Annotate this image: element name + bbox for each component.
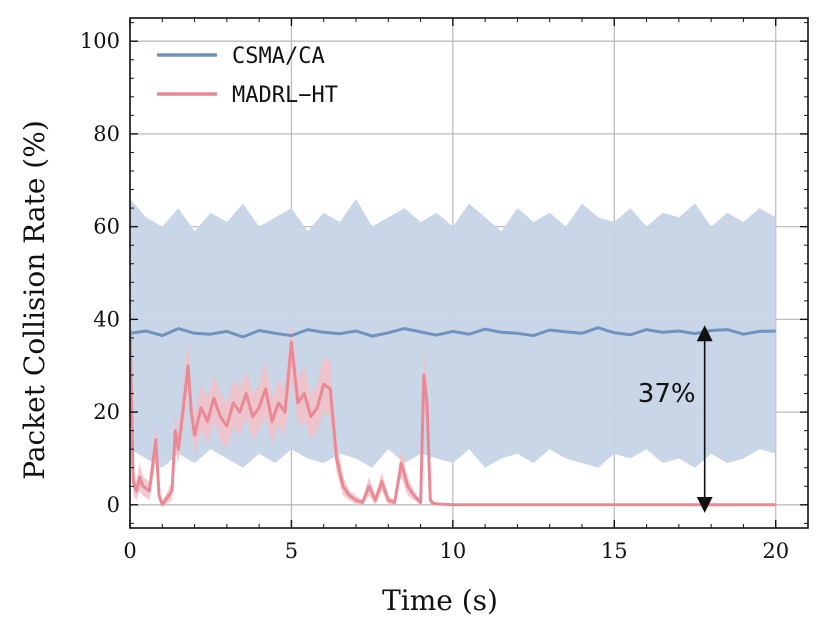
series-lines [130, 326, 776, 507]
y-tick-label: 40 [93, 307, 120, 331]
y-tick-label: 20 [93, 400, 120, 424]
y-tick-label: 80 [93, 122, 120, 146]
tick-labels: 0 5 10 15 20 0 20 40 60 80 100 [80, 29, 789, 563]
line-csma [130, 326, 776, 339]
x-tick-label: 20 [762, 539, 789, 563]
axis-ticks [129, 18, 809, 528]
y-tick-label: 0 [107, 493, 120, 517]
y-axis-title: Packet Collision Rate (%) [18, 120, 51, 480]
line-madrl [130, 328, 776, 507]
y-tick-label: 100 [80, 29, 120, 53]
plot-frame [129, 17, 809, 529]
annotation: 37% [638, 325, 713, 513]
legend-label-csma: CSMA/CA [232, 44, 325, 69]
x-tick-label: 15 [601, 539, 628, 563]
legend: CSMA/CA MADRL−HT [157, 44, 338, 108]
x-tick-label: 10 [439, 539, 466, 563]
x-tick-label: 5 [285, 539, 298, 563]
band-csma [130, 198, 776, 468]
x-tick-label: 0 [123, 539, 136, 563]
legend-label-madrl: MADRL−HT [232, 83, 338, 108]
confidence-bands [130, 198, 776, 505]
x-axis-title: Time (s) [382, 584, 498, 617]
annotation-label: 37% [638, 379, 696, 409]
y-tick-label: 60 [93, 215, 120, 239]
